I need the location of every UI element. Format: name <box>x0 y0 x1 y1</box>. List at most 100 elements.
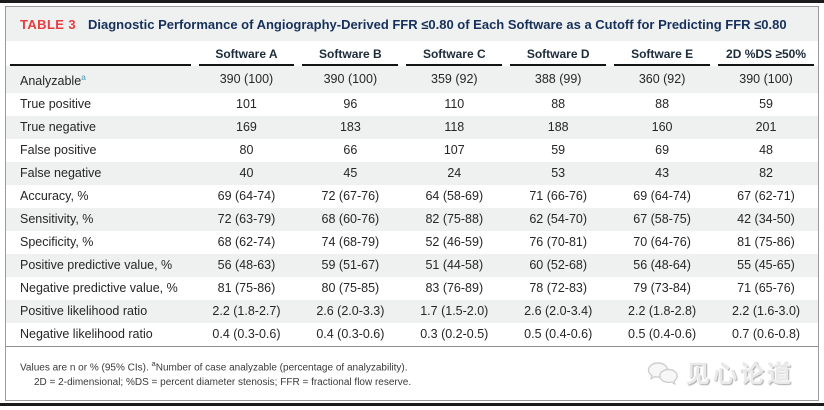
cell-value: 88 <box>551 97 566 112</box>
cell-value: 390 (100) <box>219 72 274 87</box>
cell-value: 80 <box>239 143 254 158</box>
cell-value: 388 (99) <box>534 72 582 87</box>
cell-value: 72 (63-79) <box>217 212 276 227</box>
cell-value: 76 (70-81) <box>529 235 588 250</box>
cell-value: 80 (75-85) <box>321 281 380 296</box>
cell-value: 118 <box>444 120 465 135</box>
cell-value: 81 (75-86) <box>737 235 795 250</box>
footnote-marker: a <box>151 359 156 369</box>
cell-value: 82 <box>759 166 773 181</box>
cell-value: 188 <box>547 120 569 135</box>
table-row: Positive likelihood ratio 2.2 (1.8-2.7) 2.… <box>6 300 818 324</box>
cell-value: 79 (73-84) <box>633 281 691 296</box>
row-label: True positive <box>20 97 92 112</box>
cell-value: 24 <box>447 166 462 181</box>
cell-value: 52 (46-59) <box>425 235 484 250</box>
column-header: Software B <box>298 41 403 66</box>
table-title: Diagnostic Performance of Angiography-De… <box>88 17 787 32</box>
table-body: Analyzablea 390 (100) 390 (100) 359 (92) 388… <box>6 66 818 346</box>
cell-value: 2.6 (2.0-3.4) <box>524 304 593 319</box>
footnote-values-text-cont: Number of case analyzable (percentage of… <box>155 362 408 374</box>
row-label: Positive likelihood ratio <box>20 304 148 319</box>
column-header: 2D %DS ≥50% <box>714 41 818 66</box>
watermark-text: 见心论道 <box>686 359 794 388</box>
cell-value: 107 <box>443 143 465 158</box>
cell-value: 359 (92) <box>431 72 478 87</box>
cell-value: 64 (58-69) <box>425 189 484 204</box>
cell-value: 69 <box>655 143 670 158</box>
cell-value: 101 <box>236 97 257 112</box>
column-header: Software D <box>506 41 611 66</box>
cell-value: 70 (64-76) <box>633 235 691 250</box>
cell-value: 72 (67-76) <box>321 189 380 204</box>
cell-value: 0.4 (0.3-0.6) <box>212 327 281 342</box>
row-label: Negative predictive value, % <box>20 281 178 296</box>
cell-value: 74 (68-79) <box>321 235 380 250</box>
speech-bubbles-logo-icon <box>647 362 678 386</box>
cell-value: 59 <box>551 143 566 158</box>
table-row: Negative predictive value, % 81 (75-86) 80… <box>6 277 818 300</box>
cell-value: 82 (75-88) <box>425 212 484 227</box>
table-row: Analyzablea 390 (100) 390 (100) 359 (92) 388… <box>6 66 818 94</box>
cell-value: 0.5 (0.4-0.6) <box>524 327 593 342</box>
cell-value: 201 <box>755 120 777 135</box>
cell-value: 360 (92) <box>638 72 686 87</box>
cell-value: 0.3 (0.2-0.5) <box>420 327 489 342</box>
bottom-rule <box>0 403 824 406</box>
cell-value: 67 (62-71) <box>737 189 795 204</box>
table-panel: TABLE 3 Diagnostic Performance of Angiogr… <box>5 6 819 401</box>
cell-value: 169 <box>236 120 257 135</box>
cell-value: 390 (100) <box>323 72 378 87</box>
cell-value: 110 <box>444 97 465 112</box>
row-label: Negative likelihood ratio <box>20 327 153 342</box>
footnote-marker: a <box>81 72 86 82</box>
cell-value: 71 (66-76) <box>529 189 588 204</box>
cell-value: 2.6 (2.0-3.3) <box>316 304 385 319</box>
table-row: Sensitivity, % 72 (63-79) 68 (60-76) 82 (75… <box>6 208 818 232</box>
column-header: Software A <box>194 41 299 66</box>
table-row: Positive predictive value, % 56 (48-63) 59… <box>6 254 818 278</box>
watermark: 见心论道 <box>646 360 794 388</box>
cell-value: 78 (72-83) <box>529 281 588 296</box>
table-row: True positive 101 96 110 88 88 59 <box>6 93 818 116</box>
cell-value: 81 (75-86) <box>217 281 276 296</box>
cell-value: 45 <box>343 166 358 181</box>
cell-value: 55 (45-65) <box>737 258 795 273</box>
column-header: Software E <box>610 41 715 66</box>
row-label: Sensitivity, % <box>20 212 94 227</box>
table-row: True negative 169 183 118 188 160 201 <box>6 116 818 140</box>
cell-value: 60 (52-68) <box>529 258 588 273</box>
table-caption: TABLE 3 Diagnostic Performance of Angiogr… <box>6 7 818 41</box>
table-row: False positive 80 66 107 59 69 48 <box>6 139 818 162</box>
cell-value: 96 <box>343 97 358 112</box>
cell-value: 0.4 (0.3-0.6) <box>316 327 385 342</box>
cell-value: 40 <box>239 166 254 181</box>
row-label: True negative <box>20 120 96 135</box>
cell-value: 68 (62-74) <box>217 235 276 250</box>
cell-value: 68 (60-76) <box>321 212 380 227</box>
table-header-row: Software A Software B Software C Software D… <box>6 41 818 66</box>
cell-value: 71 (65-76) <box>737 281 795 296</box>
cell-value: 62 (54-70) <box>529 212 588 227</box>
table-row: False negative 40 45 24 53 43 82 <box>6 162 818 186</box>
cell-value: 183 <box>339 120 361 135</box>
table-head: Software A Software B Software C Software D… <box>6 41 818 66</box>
footnote-values-text: Values are n or % (95% CIs). <box>20 362 152 374</box>
cell-value: 2.2 (1.8-2.8) <box>628 304 697 319</box>
footnote-abbreviations: 2D = 2-dimensional; %DS = percent diamet… <box>34 377 412 389</box>
diagnostic-performance-table: Software A Software B Software C Software D… <box>6 41 818 346</box>
row-label: Accuracy, % <box>20 189 89 204</box>
cell-value: 51 (44-58) <box>425 258 484 273</box>
row-label: Positive predictive value, % <box>20 258 173 273</box>
cell-value: 56 (48-64) <box>633 258 691 273</box>
table-row: Negative likelihood ratio 0.4 (0.3-0.6) 0.… <box>6 323 818 346</box>
table-row: Specificity, % 68 (62-74) 74 (68-79) 52 (46… <box>6 231 818 254</box>
cell-value: 88 <box>655 97 670 112</box>
cell-value: 0.7 (0.6-0.8) <box>731 327 801 342</box>
cell-value: 69 (64-74) <box>633 189 691 204</box>
cell-value: 56 (48-63) <box>217 258 276 273</box>
cell-value: 0.5 (0.4-0.6) <box>628 327 697 342</box>
cell-value: 48 <box>759 143 773 158</box>
cell-value: 59 <box>759 97 773 112</box>
